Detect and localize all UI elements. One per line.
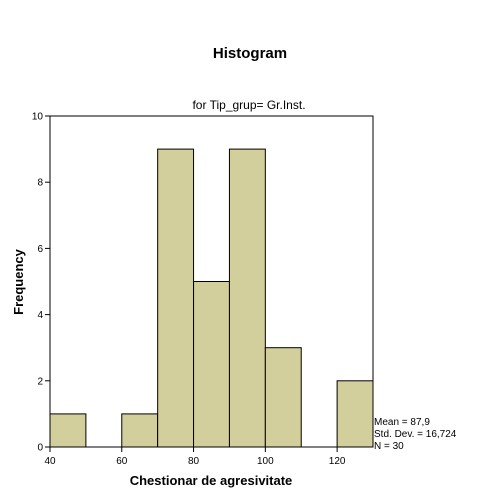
y-tick-label: 2 <box>37 376 43 387</box>
x-axis-ticks: 40 60 80 100 120 <box>44 447 346 467</box>
y-axis-ticks: 0 2 4 6 8 10 <box>32 112 50 454</box>
plot-frame <box>49 115 374 448</box>
stats-n: N = 30 <box>374 441 404 452</box>
histogram-bar-90-100 <box>228 148 266 448</box>
histogram-bar-60-70 <box>121 413 159 448</box>
x-tick-label: 80 <box>188 456 200 467</box>
y-tick-label: 4 <box>37 310 43 321</box>
x-tick-label: 40 <box>44 456 56 467</box>
histogram-bars <box>49 148 374 448</box>
histogram-bar-40-50 <box>49 413 87 448</box>
y-tick-label: 8 <box>37 178 43 189</box>
histogram-bar-80-90 <box>193 281 230 448</box>
y-tick-label: 0 <box>37 443 43 454</box>
y-axis-label: Frequency <box>11 248 26 315</box>
chart-title: Histogram <box>213 45 287 62</box>
stats-std-dev: Std. Dev. = 16,724 <box>374 429 457 440</box>
chart-subtitle: for Tip_grup= Gr.Inst. <box>192 98 305 112</box>
stats-mean: Mean = 87,9 <box>374 417 430 428</box>
y-tick-label: 10 <box>32 112 44 123</box>
x-tick-label: 120 <box>329 456 346 467</box>
histogram-bar-120-130 <box>336 380 374 448</box>
histogram-bar-100-110 <box>264 347 302 448</box>
x-axis-label: Chestionar de agresivitate <box>130 473 293 488</box>
x-tick-label: 100 <box>257 456 274 467</box>
histogram-bar-70-80 <box>157 148 195 448</box>
y-tick-label: 6 <box>37 244 43 255</box>
x-tick-label: 60 <box>116 456 128 467</box>
